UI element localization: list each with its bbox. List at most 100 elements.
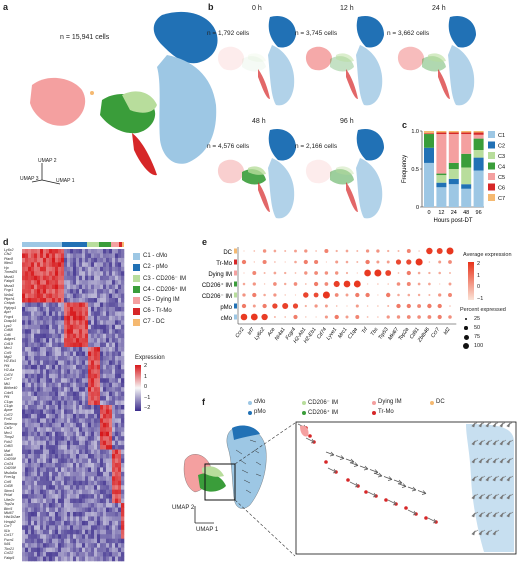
heatmap-cell (94, 329, 98, 334)
heatmap-cell (40, 311, 44, 317)
gene-label: Selenop (4, 421, 18, 426)
velocity-arrow (485, 439, 493, 446)
heatmap-cell (112, 503, 116, 508)
legend-label: C3 (498, 154, 505, 160)
velocity-arrow (427, 517, 437, 524)
gene-label: Cd38 (4, 484, 13, 489)
heatmap-cell (85, 391, 89, 397)
expression-tick-label: −2 (144, 405, 151, 411)
gene-label: Hist1h2ae (4, 515, 21, 520)
gene-label: Bhlhe40 (4, 386, 18, 391)
heatmap-cell (76, 382, 80, 388)
heatmap-cell (85, 498, 89, 504)
velocity-arrow (387, 499, 397, 506)
heatmap-cell (43, 262, 47, 268)
dot (273, 293, 277, 297)
heatmap-cell (52, 480, 56, 486)
cluster-bar (62, 242, 87, 247)
heatmap-cell (109, 284, 113, 290)
heatmap-cell (100, 262, 104, 268)
heatmap-cell (49, 449, 53, 455)
heatmap-cell (91, 347, 95, 352)
legend-label: C1 (498, 133, 505, 139)
heatmap-cell (58, 351, 62, 357)
heatmap-cell (82, 400, 86, 406)
heatmap-cell (70, 400, 74, 406)
heatmap-cell (52, 409, 56, 415)
dot (262, 303, 267, 309)
velocity-arrow (492, 457, 500, 464)
dot (397, 272, 400, 274)
heatmap-cell (61, 529, 65, 535)
heatmap-cell (94, 494, 98, 499)
heatmap-cell (112, 543, 116, 548)
heatmap-cell (73, 382, 77, 388)
heatmap-cell (46, 516, 50, 522)
heatmap-cell (28, 373, 32, 379)
heatmap-cell (40, 427, 44, 433)
heatmap-cell (100, 253, 104, 259)
heatmap-cell (40, 324, 44, 330)
dot (396, 303, 401, 309)
heatmap-cell (28, 489, 32, 495)
heatmap-cell (112, 498, 116, 504)
heatmap-cell (121, 525, 125, 531)
heatmap-cell (43, 302, 47, 308)
heatmap-cell (58, 262, 62, 268)
heatmap-cell (91, 364, 95, 370)
heatmap-cell (52, 556, 56, 562)
heatmap-cell (97, 489, 101, 495)
heatmap-cell (106, 257, 110, 263)
heatmap-cell (40, 342, 44, 348)
heatmap-cell (79, 271, 83, 277)
heatmap-cell (40, 485, 44, 490)
heatmap-cell (22, 405, 26, 410)
heatmap-cell (115, 556, 119, 562)
bar-segment (448, 132, 459, 135)
dot (427, 315, 432, 319)
dot (436, 248, 443, 254)
heatmap-cell (88, 311, 92, 317)
heatmap-cell (34, 347, 38, 352)
heatmap-cell (55, 409, 59, 415)
heatmap-cell (91, 257, 95, 263)
heatmap-cell (55, 387, 59, 392)
heatmap-cell (97, 552, 101, 557)
heatmap-cell (82, 311, 86, 317)
heatmap-cell (100, 454, 104, 459)
heatmap-cell (55, 324, 59, 330)
gene-label: Pf4 (4, 395, 10, 400)
heatmap-cell (118, 534, 122, 540)
legend-label: Dying IM (378, 399, 402, 405)
legend-label: cMo (254, 399, 266, 405)
heatmap-cell (31, 467, 35, 473)
heatmap-cell (61, 454, 65, 459)
heatmap-cell (25, 445, 29, 450)
dot (284, 294, 286, 296)
heatmap-cell (106, 525, 110, 531)
gene-label: Gas6 (4, 453, 13, 458)
heatmap-cell (121, 538, 125, 544)
heatmap-cell (121, 369, 125, 375)
bar-segment (448, 178, 459, 185)
legend-label: CD206⁻ IM (308, 400, 339, 406)
heatmap-cell (106, 422, 110, 428)
heatmap-cell (58, 284, 62, 290)
heatmap-cell (85, 543, 89, 548)
zoom-cmo-region (466, 424, 514, 552)
dot (283, 282, 287, 286)
heatmap-cell (97, 347, 101, 352)
heatmap-cell (100, 418, 104, 424)
heatmap-cell (79, 338, 83, 343)
heatmap-cell (121, 364, 125, 370)
heatmap-cell (34, 369, 38, 375)
heatmap-cell (43, 333, 47, 339)
heatmap-cell (28, 387, 32, 392)
heatmap-cell (43, 382, 47, 388)
heatmap-cell (22, 338, 26, 343)
heatmap-cell (25, 498, 29, 504)
dot (448, 293, 452, 297)
heatmap-cell (40, 525, 44, 531)
velocity-arrow (506, 493, 514, 500)
heatmap-cell (40, 476, 44, 482)
